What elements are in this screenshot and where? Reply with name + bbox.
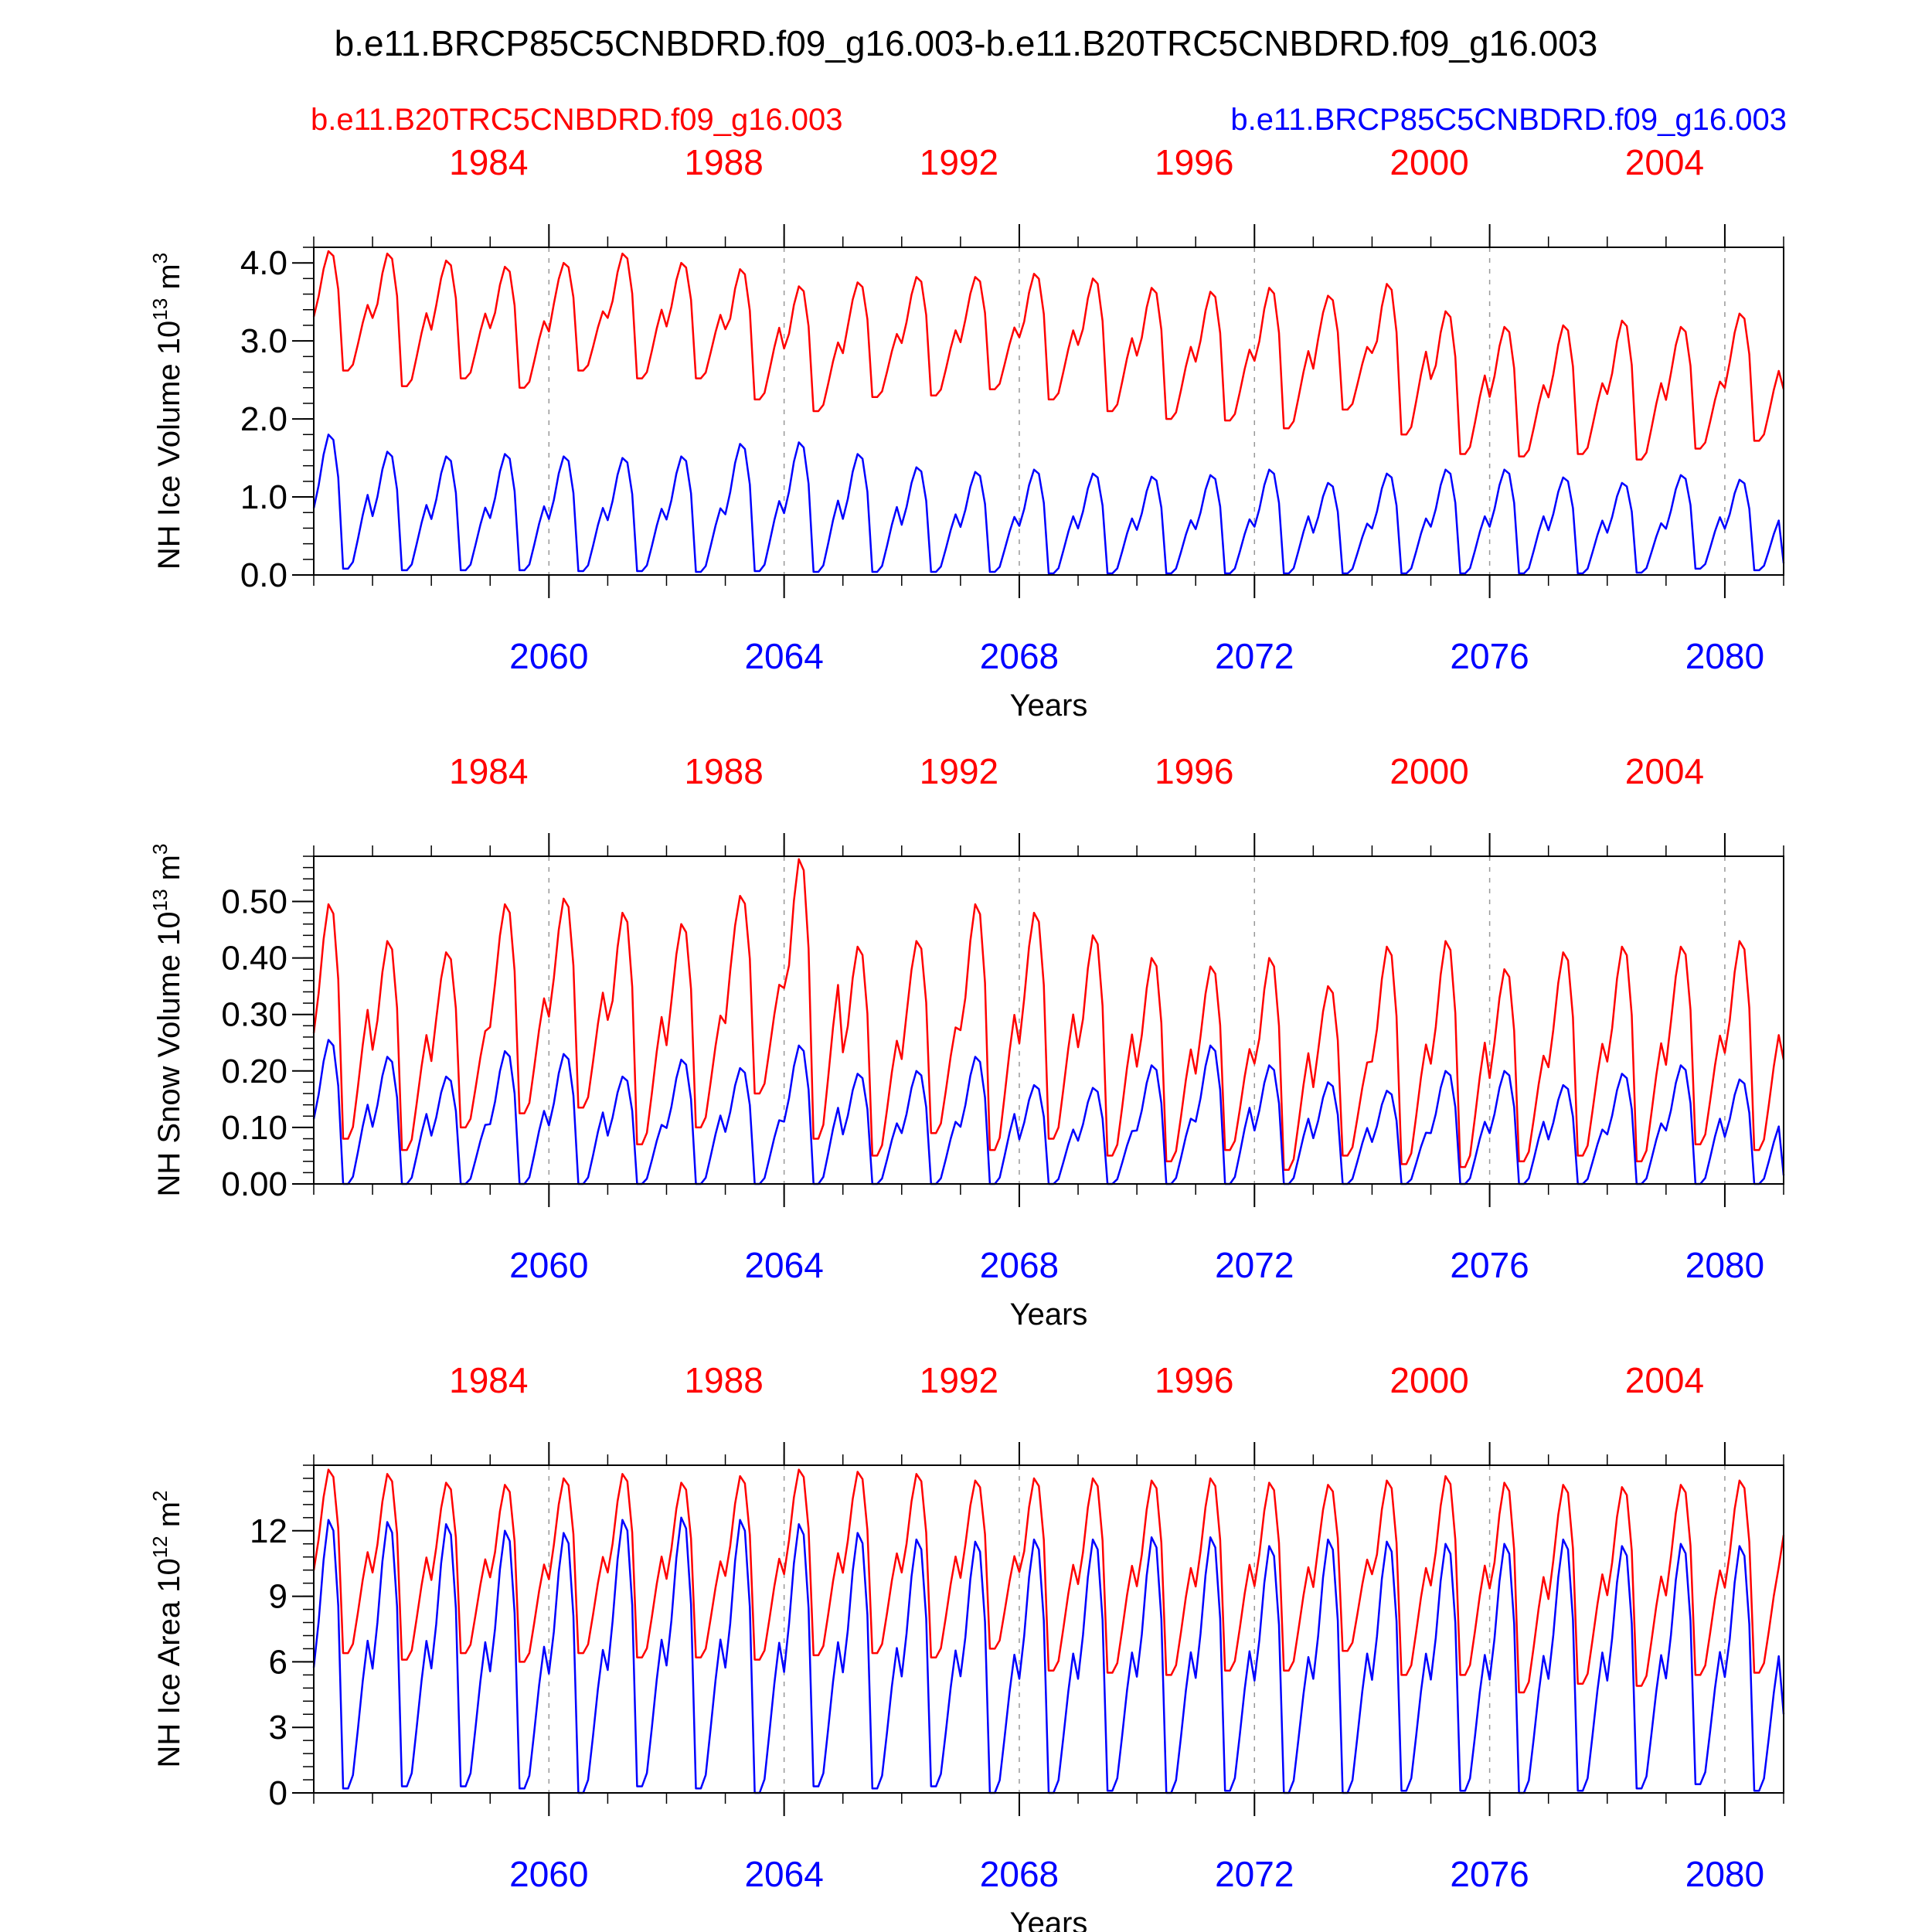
x-top-tick-label: 1992 [920,1360,998,1400]
x-top-tick-label: 1996 [1155,751,1233,791]
y-tick-label: 2.0 [240,400,287,438]
series-line-red [312,1468,1785,1694]
x-bottom-tick-label: 2060 [509,1245,588,1285]
x-top-tick-label: 1992 [920,142,998,182]
y-tick-label: 0.10 [221,1109,287,1147]
x-bottom-tick-label: 2072 [1215,1854,1294,1894]
x-bottom-tick-label: 2060 [509,636,588,676]
x-bottom-tick-label: 2064 [744,1245,823,1285]
x-top-tick-label: 1988 [684,142,763,182]
x-bottom-tick-label: 2076 [1450,1245,1529,1285]
x-bottom-tick-label: 2068 [980,1245,1059,1285]
series-line-red [312,250,1785,461]
x-top-tick-label: 1988 [684,1360,763,1400]
x-top-tick-label: 2000 [1389,1360,1468,1400]
x-top-tick-label: 1996 [1155,142,1233,182]
x-bottom-tick-label: 2076 [1450,1854,1529,1894]
x-axis-label: Years [1010,689,1088,723]
x-bottom-tick-label: 2072 [1215,1245,1294,1285]
legend-blue-label: b.e11.BRCP85C5CNBDRD.f09_g16.003 [1230,103,1787,137]
x-bottom-tick-label: 2060 [509,1854,588,1894]
y-tick-label: 4.0 [240,244,287,282]
plot-frame [313,1464,1784,1794]
panel-2: 0.00 0.10 0.20 0.30 0.40 0.50 2060 1984 2064 1988… [148,751,1785,1332]
x-bottom-tick-label: 2080 [1685,636,1764,676]
y-tick-label: 0.00 [221,1165,287,1203]
x-top-tick-label: 1992 [920,751,998,791]
x-top-tick-label: 1984 [449,1360,528,1400]
y-tick-label: 0.20 [221,1053,287,1090]
x-bottom-tick-label: 2080 [1685,1245,1764,1285]
x-top-tick-label: 1988 [684,751,763,791]
y-tick-label: 0.40 [221,940,287,978]
x-top-tick-label: 2004 [1625,142,1704,182]
legend-red-label: b.e11.B20TRC5CNBDRD.f09_g16.003 [311,103,843,137]
y-tick-label: 0.0 [240,556,287,594]
x-top-tick-label: 2000 [1389,142,1468,182]
panel-3: 0 3 6 9 12 2060 1984 2064 1988 2068 1992 2072 1996 20… [148,1360,1785,1932]
y-tick-label: 1.0 [240,478,287,516]
plot-frame [313,247,1784,576]
x-bottom-tick-label: 2068 [980,636,1059,676]
y-tick-label: 12 [250,1512,287,1550]
figure-title: b.e11.BRCP85C5CNBDRD.f09_g16.003-b.e11.B… [335,23,1598,63]
y-axis-label: NH Ice Volume 1013 m3 [148,253,186,570]
y-axis-label: NH Ice Area 1012 m2 [148,1490,186,1767]
x-top-tick-label: 1984 [449,142,528,182]
y-tick-label: 0.30 [221,996,287,1034]
x-bottom-tick-label: 2068 [980,1854,1059,1894]
x-top-tick-label: 1984 [449,751,528,791]
x-top-tick-label: 2004 [1625,751,1704,791]
x-top-tick-label: 2000 [1389,751,1468,791]
x-axis-label: Years [1010,1298,1088,1332]
y-tick-label: 0.50 [221,883,287,920]
series-line-red [312,858,1785,1171]
y-tick-label: 0 [269,1774,287,1812]
x-bottom-tick-label: 2072 [1215,636,1294,676]
x-bottom-tick-label: 2064 [744,636,823,676]
y-tick-label: 9 [269,1578,287,1616]
x-bottom-tick-label: 2064 [744,1854,823,1894]
plot-frame [313,855,1784,1185]
x-bottom-tick-label: 2080 [1685,1854,1764,1894]
x-top-tick-label: 2004 [1625,1360,1704,1400]
x-axis-label: Years [1010,1906,1088,1932]
x-top-tick-label: 1996 [1155,1360,1233,1400]
y-axis-label: NH Snow Volume 1013 m3 [148,844,186,1197]
panel-1: 0.0 1.0 2.0 3.0 4.0 2060 1984 2064 1988 2068 1992 2… [148,142,1785,723]
x-bottom-tick-label: 2076 [1450,636,1529,676]
y-tick-label: 3.0 [240,322,287,360]
y-tick-label: 3 [269,1709,287,1747]
series-line-blue [312,434,1785,575]
y-tick-label: 6 [269,1643,287,1681]
